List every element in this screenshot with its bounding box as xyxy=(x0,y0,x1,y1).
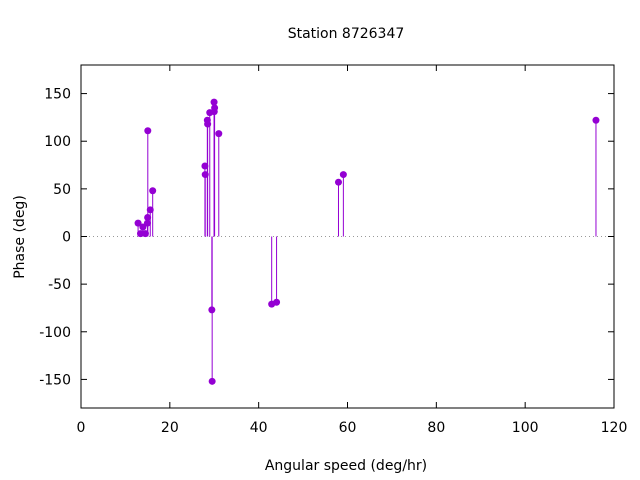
data-point xyxy=(339,171,347,179)
x-tick-label: 0 xyxy=(77,420,86,436)
x-tick-label: 120 xyxy=(601,420,628,436)
data-point xyxy=(211,104,219,112)
y-tick-label: -100 xyxy=(39,325,71,341)
x-tick-label: 60 xyxy=(339,420,357,436)
x-axis-label: Angular speed (deg/hr) xyxy=(265,458,427,474)
data-point xyxy=(334,178,342,186)
plot-area: 0 20 40 60 80 100 120 -150 -100 -50 0 50 100 150 xyxy=(39,64,628,436)
x-tick-label: 100 xyxy=(512,420,539,436)
plot-frame xyxy=(80,64,615,409)
data-point xyxy=(273,298,281,306)
data-point xyxy=(149,187,157,195)
x-tick-label: 40 xyxy=(250,420,268,436)
data-point xyxy=(146,206,154,214)
data-point xyxy=(592,116,600,124)
x-tick-label: 20 xyxy=(161,420,179,436)
data-point xyxy=(134,219,142,227)
y-tick-label: 0 xyxy=(62,230,71,246)
data-point xyxy=(201,162,209,170)
data-point xyxy=(210,98,218,106)
y-axis-label: Phase (deg) xyxy=(12,195,28,279)
data-point xyxy=(215,130,223,138)
y-tick-label: 150 xyxy=(44,87,71,103)
x-tick-label: 80 xyxy=(427,420,445,436)
data-point xyxy=(144,213,152,221)
data-point xyxy=(137,230,145,238)
chart-title: Station 8726347 xyxy=(288,26,405,42)
data-point xyxy=(144,127,152,135)
data-point xyxy=(208,377,216,385)
y-tick-label: 50 xyxy=(53,182,71,198)
y-tick-label: -50 xyxy=(48,277,71,293)
y-tick-label: -150 xyxy=(39,372,71,388)
y-tick-label: 100 xyxy=(44,134,71,150)
